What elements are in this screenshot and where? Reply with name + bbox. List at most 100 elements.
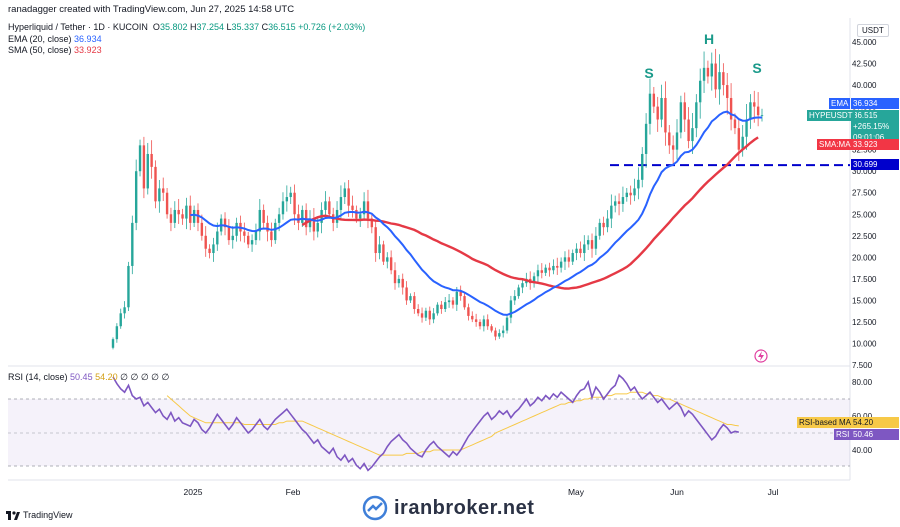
candle-body	[158, 188, 161, 202]
rsi-ma-name-tag: RSI-based MA	[797, 417, 854, 428]
candle-body	[343, 188, 346, 198]
candle-body	[185, 205, 188, 219]
tradingview-logo-text: TradingView	[23, 510, 73, 520]
candle-body	[359, 214, 362, 219]
candle-body	[706, 67, 710, 77]
candle-body	[594, 235, 598, 249]
candle-body	[641, 153, 644, 180]
candle-body	[208, 248, 211, 254]
candle-body	[447, 300, 451, 303]
candle-body	[760, 115, 764, 116]
ohlc-open: O35.802	[152, 22, 188, 32]
candle-body	[420, 313, 424, 318]
sma50-line[interactable]	[301, 136, 759, 290]
pattern-label-left-shoulder: S	[644, 65, 653, 81]
symbol-legend[interactable]: Hyperliquid / Tether · 1D · KUCOIN O35.8…	[8, 22, 365, 32]
candle-body	[521, 283, 524, 288]
ema-legend[interactable]: EMA (20, close) 36.934	[8, 34, 102, 44]
rsi-band	[8, 399, 850, 466]
candle-body	[389, 257, 393, 271]
candle-body	[428, 310, 431, 320]
rsi-ma-legend-value: 54.20	[95, 372, 118, 382]
candle-body	[277, 214, 281, 223]
candle-body	[498, 333, 501, 337]
symbol-name[interactable]: Hyperliquid / Tether · 1D · KUCOIN	[8, 22, 148, 32]
candle-body	[119, 313, 122, 327]
candle-body	[274, 222, 277, 241]
candle-body	[586, 240, 590, 245]
candle-body	[614, 201, 617, 206]
iranbroker-logo-icon	[362, 495, 388, 521]
watermark: iranbroker.net	[362, 495, 534, 521]
candle-body	[223, 218, 227, 228]
candle-body	[293, 192, 296, 215]
candle-body	[598, 222, 601, 236]
candle-body	[270, 231, 273, 241]
candle-body	[154, 166, 157, 202]
candle-body	[285, 197, 289, 202]
rsi-line[interactable]	[112, 373, 739, 472]
candle-body	[505, 317, 509, 331]
candle-body	[181, 214, 184, 219]
candle-body	[517, 287, 520, 297]
ohlc-low: L35.337	[226, 22, 260, 32]
candle-body	[455, 291, 459, 305]
rsi-legend-value: 50.45	[70, 372, 93, 382]
lightning-icon[interactable]	[754, 349, 768, 363]
price-tick-label: 40.000	[852, 81, 877, 90]
candle-body	[409, 296, 412, 301]
candle-body	[726, 85, 729, 98]
candle-body	[355, 209, 358, 219]
candle-body	[216, 231, 219, 245]
candle-body	[192, 209, 196, 223]
candle-body	[671, 145, 675, 150]
candle-body	[316, 222, 319, 232]
rsi-legend[interactable]: RSI (14, close) 50.45 54.20 ∅ ∅ ∅ ∅ ∅	[8, 372, 169, 383]
candle-body	[648, 93, 652, 124]
candle-body	[436, 304, 439, 314]
ema20-line[interactable]	[190, 110, 762, 316]
pattern-label-head: H	[704, 31, 714, 47]
sma-legend-value: 33.923	[74, 45, 102, 55]
candle-body	[378, 244, 381, 254]
sma-name-tag: SMA:MA	[817, 139, 853, 150]
tradingview-logo[interactable]: TradingView	[6, 510, 73, 520]
candle-body	[451, 300, 455, 305]
candle-body	[544, 267, 547, 273]
candle-body	[370, 218, 374, 228]
price-tick-label: 45.000	[852, 38, 877, 47]
candle-body	[204, 235, 207, 249]
candle-body	[474, 319, 478, 322]
candle-body	[432, 313, 435, 320]
candle-body	[127, 265, 130, 308]
price-tick-label: 7.500	[852, 361, 873, 370]
price-tick-label: 25.000	[852, 210, 877, 219]
candle-body	[169, 214, 173, 223]
ohlc-high: H37.254	[189, 22, 225, 32]
rsi-legend-extra: ∅ ∅ ∅ ∅ ∅	[120, 372, 170, 382]
candle-body	[540, 270, 544, 273]
candle-body	[722, 72, 725, 86]
candle-body	[200, 222, 204, 236]
currency-button[interactable]: USDT	[857, 24, 889, 37]
price-tick-label: 42.500	[852, 60, 877, 69]
price-tag-value: 36.515	[853, 111, 878, 120]
pattern-label-right-shoulder: S	[752, 60, 761, 76]
candle-body	[482, 319, 486, 327]
sma-legend[interactable]: SMA (50, close) 33.923	[8, 45, 102, 55]
candle-body	[691, 128, 694, 142]
candle-body	[374, 227, 377, 254]
candle-body	[633, 188, 636, 196]
candle-body	[440, 304, 443, 310]
price-tag-countdown: 09:01:06	[853, 133, 885, 142]
candle-body	[494, 330, 497, 337]
time-tick-label: May	[568, 487, 585, 497]
candle-body	[424, 310, 428, 318]
candlestick-series[interactable]	[111, 48, 764, 350]
candle-body	[254, 231, 258, 241]
candle-body	[243, 231, 246, 236]
candle-body	[729, 97, 733, 120]
price-tick-label: 20.000	[852, 253, 877, 262]
candle-body	[637, 179, 640, 189]
